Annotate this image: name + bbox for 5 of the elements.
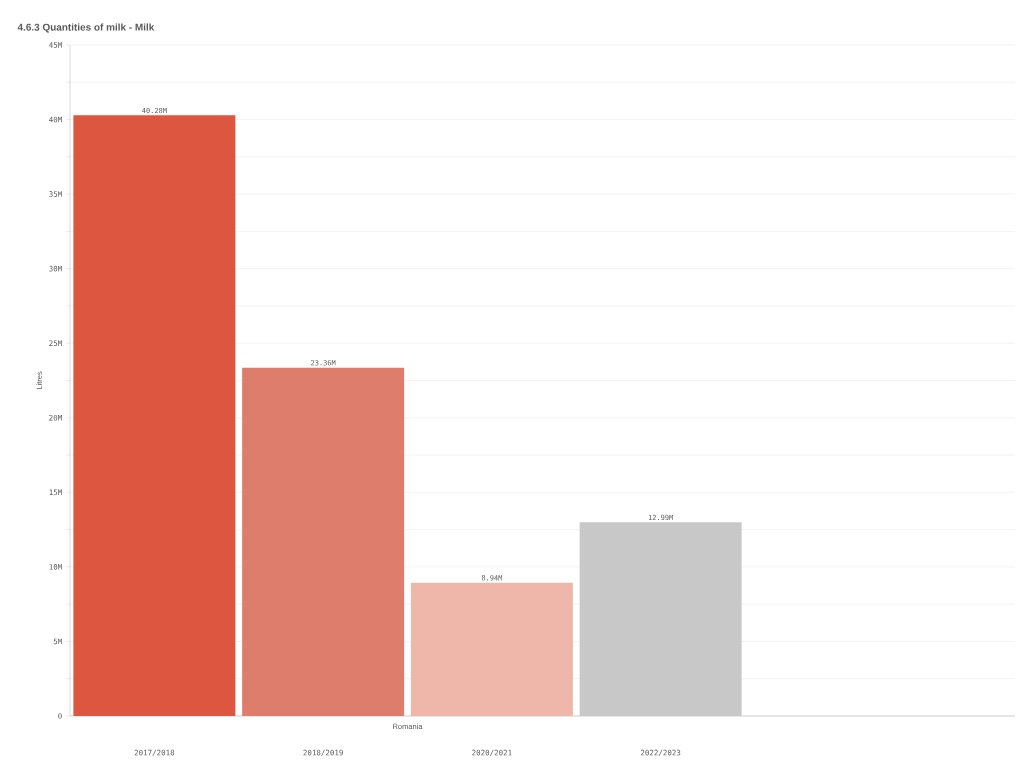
bar xyxy=(410,582,573,716)
bar xyxy=(242,367,405,716)
bar xyxy=(73,115,236,716)
bar xyxy=(579,522,742,716)
chart-title: 4.6.3 Quantities of milk - Milk xyxy=(17,23,155,33)
